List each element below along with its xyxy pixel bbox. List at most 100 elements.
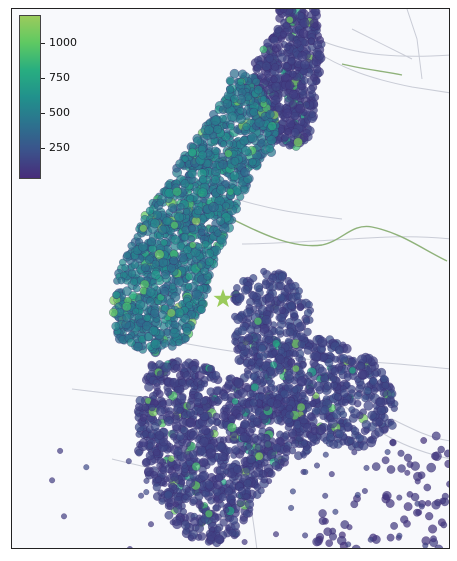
- data-point: [249, 372, 258, 381]
- data-point: [334, 345, 345, 355]
- data-point: [285, 141, 294, 150]
- data-point: [379, 388, 389, 398]
- data-point: [121, 301, 132, 312]
- data-point: [229, 171, 240, 181]
- data-point: [139, 413, 148, 422]
- data-point: [376, 405, 387, 416]
- data-point: [150, 269, 161, 280]
- data-point: [348, 389, 356, 398]
- data-point: [385, 499, 395, 508]
- road-line: [316, 38, 449, 57]
- data-point: [282, 396, 290, 404]
- data-point: [144, 332, 153, 342]
- data-point: [381, 381, 390, 390]
- data-point: [173, 446, 183, 456]
- data-point: [322, 492, 329, 499]
- data-point: [272, 443, 282, 453]
- data-point: [216, 234, 227, 245]
- data-point: [355, 434, 365, 443]
- data-point: [198, 228, 206, 236]
- data-point: [228, 528, 237, 537]
- data-point: [371, 370, 380, 378]
- data-point: [357, 362, 366, 370]
- data-point: [375, 417, 384, 426]
- data-point: [148, 325, 159, 336]
- data-point: [232, 289, 240, 297]
- data-point: [207, 497, 215, 505]
- data-point: [175, 432, 185, 441]
- data-point: [286, 16, 294, 24]
- data-point: [403, 453, 413, 462]
- data-point: [123, 251, 132, 260]
- data-point: [236, 77, 245, 86]
- data-point: [132, 307, 140, 315]
- data-point: [57, 447, 64, 454]
- data-point: [156, 198, 164, 206]
- data-point: [249, 398, 258, 407]
- data-point: [139, 224, 148, 233]
- data-point: [303, 346, 313, 355]
- data-point: [406, 491, 414, 498]
- data-point: [396, 494, 403, 501]
- data-point: [198, 175, 208, 185]
- data-point: [283, 44, 291, 52]
- data-point: [431, 500, 441, 510]
- data-point: [225, 76, 235, 86]
- data-point: [367, 410, 377, 420]
- data-point: [240, 167, 251, 178]
- data-point: [138, 241, 148, 252]
- data-point: [193, 206, 203, 216]
- data-point: [242, 509, 251, 518]
- data-point: [379, 374, 389, 383]
- data-point: [348, 366, 357, 375]
- data-point: [83, 464, 90, 471]
- data-point: [444, 459, 449, 469]
- data-point: [251, 461, 259, 469]
- map-panel[interactable]: [11, 8, 450, 549]
- data-point: [167, 203, 178, 213]
- data-point: [230, 156, 240, 166]
- data-point: [277, 272, 287, 282]
- data-point: [426, 462, 437, 473]
- data-point: [172, 186, 182, 197]
- data-point: [147, 431, 155, 439]
- data-point: [363, 400, 374, 411]
- colorbar-tick: [41, 112, 45, 114]
- data-point: [214, 229, 222, 237]
- data-point: [227, 111, 238, 122]
- data-point: [285, 327, 295, 337]
- data-point: [420, 437, 428, 444]
- data-point: [127, 269, 137, 278]
- data-point: [345, 541, 352, 548]
- data-point: [403, 519, 411, 528]
- data-point: [293, 137, 303, 148]
- data-point: [237, 342, 247, 351]
- data-point: [257, 473, 264, 480]
- data-point: [351, 544, 361, 548]
- data-point: [165, 398, 173, 407]
- colorbar-tick-label: 500: [49, 105, 70, 119]
- data-point: [247, 449, 254, 456]
- data-point: [236, 106, 245, 115]
- data-point: [182, 371, 191, 380]
- data-point: [182, 326, 192, 336]
- data-point: [145, 297, 155, 306]
- data-point: [253, 299, 262, 308]
- data-point: [201, 425, 211, 435]
- data-point: [212, 386, 222, 396]
- data-point: [242, 122, 251, 131]
- map-canvas[interactable]: [12, 9, 450, 549]
- data-point: [403, 502, 413, 512]
- data-point: [289, 70, 297, 78]
- data-point: [325, 539, 334, 548]
- data-point: [302, 468, 309, 476]
- data-point: [191, 461, 201, 472]
- data-point: [152, 210, 162, 220]
- data-point: [276, 354, 286, 365]
- data-point: [260, 370, 270, 379]
- data-point: [287, 301, 296, 310]
- data-point: [396, 532, 403, 539]
- data-point: [302, 316, 310, 324]
- data-point: [204, 480, 214, 490]
- data-point: [214, 525, 222, 534]
